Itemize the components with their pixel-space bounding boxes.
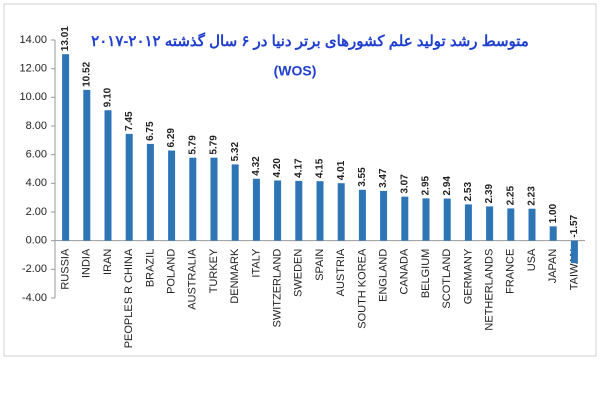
chart-subtitle: (WOS) [274, 63, 317, 79]
x-tick-label: PEOPLES R CHINA [123, 248, 135, 348]
x-tick-label: SWEDEN [293, 249, 305, 297]
bar [252, 178, 260, 241]
y-tick-label: 6.00 [26, 149, 47, 161]
bar [316, 181, 324, 241]
bar [62, 54, 70, 241]
y-tick-label: 0.00 [26, 235, 47, 247]
y-tick-label: -4.00 [22, 292, 47, 304]
value-label: 1.00 [548, 203, 559, 223]
value-label: 2.23 [527, 186, 538, 206]
value-label: 9.10 [103, 87, 114, 107]
bar [125, 133, 133, 241]
y-tick-label: 2.00 [26, 206, 47, 218]
bar [358, 189, 366, 241]
value-label: 5.79 [209, 135, 220, 155]
y-tick-label: 12.00 [19, 63, 47, 75]
value-label: 3.55 [357, 167, 368, 187]
value-label: -1.57 [569, 214, 580, 237]
x-tick-label: USA [526, 248, 538, 271]
x-tick-label: SPAIN [314, 249, 326, 281]
x-tick-label: POLAND [166, 249, 178, 294]
value-label: 4.15 [315, 158, 326, 178]
x-tick-label: SOUTH KOREA [356, 248, 368, 329]
bar [274, 180, 282, 241]
x-tick-label: SCOTLAND [441, 249, 453, 309]
bar [422, 198, 430, 241]
value-label: 2.39 [484, 184, 495, 204]
x-tick-label: SWITZERLAND [272, 249, 284, 328]
bar [337, 183, 345, 241]
x-tick-label: FRANCE [505, 249, 517, 294]
value-label: 13.01 [60, 26, 71, 51]
bar [570, 240, 578, 264]
bar [295, 180, 303, 241]
bar [507, 208, 515, 241]
y-tick-label: 8.00 [26, 120, 47, 132]
x-tick-label: CANADA [399, 248, 411, 295]
value-label: 3.07 [399, 174, 410, 194]
value-label: 5.79 [187, 135, 198, 155]
bar [104, 110, 112, 241]
bar [528, 208, 536, 241]
value-label: 4.32 [251, 156, 262, 176]
x-tick-label: ENGLAND [378, 249, 390, 302]
x-tick-label: DENMARK [229, 248, 241, 304]
bar [401, 196, 409, 241]
value-label: 4.01 [336, 160, 347, 180]
y-tick-label: 10.00 [19, 91, 47, 103]
value-label: 3.47 [378, 168, 389, 188]
bar [486, 206, 494, 241]
value-label: 10.52 [81, 61, 92, 86]
bar [189, 157, 197, 241]
value-label: 5.32 [230, 142, 241, 162]
value-label: 2.95 [421, 175, 432, 195]
bar [443, 198, 451, 241]
y-tick-label: 14.00 [19, 34, 47, 46]
value-label: 2.25 [505, 186, 516, 206]
chart-title: متوسط رشد تولید علم کشورهای برتر دنیا در… [91, 32, 529, 50]
x-tick-label: IRAN [102, 249, 114, 275]
value-label: 2.53 [463, 182, 474, 202]
bar [231, 164, 239, 241]
bar [549, 226, 557, 241]
x-tick-label: ITALY [250, 248, 262, 278]
value-label: 4.20 [272, 158, 283, 178]
x-tick-label: GERMANY [462, 248, 474, 304]
chart-frame [3, 3, 597, 357]
y-tick-label: -2.00 [22, 263, 47, 275]
bar [210, 157, 218, 241]
x-tick-label: RUSSIA [60, 248, 72, 290]
x-tick-label: TURKEY [208, 248, 220, 293]
x-tick-label: NETHERLANDS [484, 249, 496, 331]
value-label: 2.94 [442, 176, 453, 196]
value-label: 7.45 [124, 111, 135, 131]
x-tick-label: AUSTRIA [335, 248, 347, 296]
x-tick-label: AUSTRALIA [187, 248, 199, 310]
value-label: 6.75 [145, 121, 156, 141]
y-tick-label: 4.00 [26, 177, 47, 189]
bar [146, 143, 154, 241]
x-tick-label: INDIA [81, 248, 93, 278]
x-tick-label: JAPAN [547, 249, 559, 284]
bar [168, 150, 176, 241]
bar [380, 190, 388, 241]
bar [83, 89, 91, 241]
bar [464, 204, 472, 241]
value-label: 4.17 [293, 158, 304, 178]
value-label: 6.29 [166, 128, 177, 148]
x-tick-label: BRAZIL [144, 249, 156, 288]
x-tick-label: BELGIUM [420, 249, 432, 299]
